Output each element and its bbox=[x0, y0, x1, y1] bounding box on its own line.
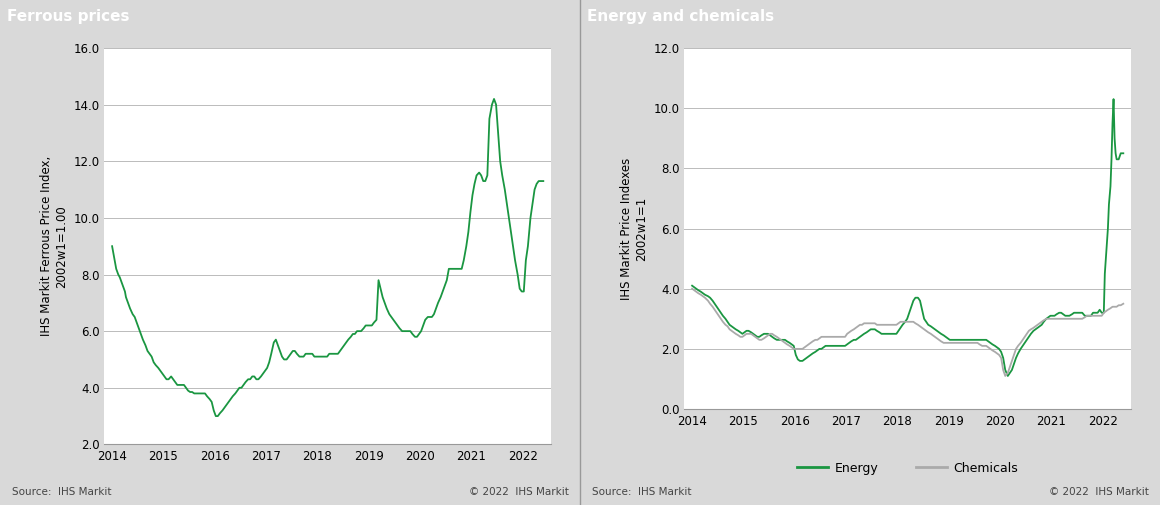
Chemicals bbox=[868, 320, 882, 326]
Energy bbox=[1058, 313, 1072, 319]
Energy bbox=[1052, 310, 1066, 316]
Text: Ferrous prices: Ferrous prices bbox=[7, 9, 130, 24]
Text: Source:  IHS Markit: Source: IHS Markit bbox=[12, 487, 111, 497]
Chemicals bbox=[686, 286, 699, 292]
Text: © 2022  IHS Markit: © 2022 IHS Markit bbox=[1049, 487, 1148, 497]
Chemicals bbox=[919, 328, 933, 334]
Chemicals bbox=[725, 328, 739, 334]
Chemicals bbox=[1082, 313, 1096, 319]
Energy bbox=[1107, 96, 1121, 102]
Y-axis label: IHS Markit Price Indexes
2002w1=1: IHS Markit Price Indexes 2002w1=1 bbox=[619, 158, 647, 299]
Line: Energy: Energy bbox=[693, 99, 1123, 376]
Chemicals bbox=[687, 287, 701, 293]
Energy bbox=[1024, 331, 1038, 337]
Energy bbox=[686, 283, 699, 289]
Chemicals bbox=[1116, 300, 1130, 307]
Energy bbox=[966, 337, 980, 343]
Energy bbox=[1116, 150, 1130, 157]
Energy bbox=[1097, 310, 1111, 316]
Text: © 2022  IHS Markit: © 2022 IHS Markit bbox=[469, 487, 568, 497]
Energy bbox=[1001, 373, 1015, 379]
Text: Source:  IHS Markit: Source: IHS Markit bbox=[592, 487, 691, 497]
Text: Energy and chemicals: Energy and chemicals bbox=[587, 9, 774, 24]
Chemicals bbox=[844, 328, 858, 334]
Y-axis label: IHS Markit Ferrous Price Index,
2002w1=1.00: IHS Markit Ferrous Price Index, 2002w1=1… bbox=[39, 156, 67, 336]
Legend: Energy, Chemicals: Energy, Chemicals bbox=[792, 457, 1023, 480]
Chemicals bbox=[999, 373, 1013, 379]
Energy bbox=[811, 347, 825, 354]
Line: Chemicals: Chemicals bbox=[693, 289, 1123, 376]
